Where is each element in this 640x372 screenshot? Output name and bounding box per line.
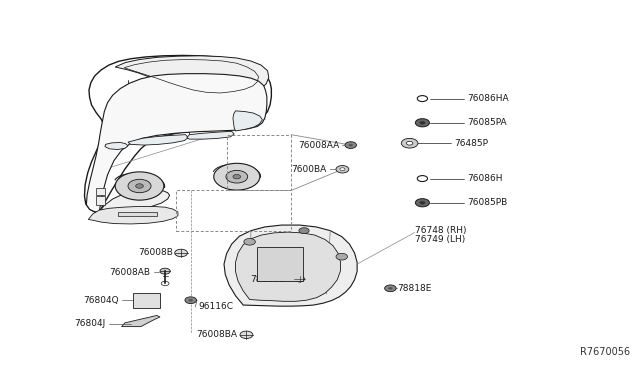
Polygon shape bbox=[88, 206, 178, 224]
Circle shape bbox=[420, 121, 425, 124]
Polygon shape bbox=[118, 212, 157, 216]
Polygon shape bbox=[224, 225, 357, 306]
Circle shape bbox=[415, 119, 429, 127]
Circle shape bbox=[401, 138, 418, 148]
Polygon shape bbox=[84, 55, 271, 212]
Text: R7670056: R7670056 bbox=[580, 347, 630, 357]
Circle shape bbox=[226, 170, 248, 183]
Polygon shape bbox=[122, 315, 160, 327]
Text: 96116C: 96116C bbox=[198, 302, 234, 311]
Circle shape bbox=[115, 172, 164, 200]
Circle shape bbox=[406, 141, 413, 145]
Circle shape bbox=[417, 96, 428, 102]
Circle shape bbox=[244, 238, 255, 245]
Circle shape bbox=[185, 297, 196, 304]
Circle shape bbox=[417, 176, 428, 182]
Polygon shape bbox=[236, 232, 340, 301]
Text: 76008AA: 76008AA bbox=[298, 141, 339, 150]
Circle shape bbox=[240, 331, 253, 339]
Circle shape bbox=[345, 142, 356, 148]
FancyBboxPatch shape bbox=[133, 293, 160, 308]
Text: 76086HA: 76086HA bbox=[467, 94, 509, 103]
Text: 76085PA: 76085PA bbox=[467, 118, 507, 127]
Circle shape bbox=[233, 174, 241, 179]
FancyBboxPatch shape bbox=[96, 188, 105, 195]
Circle shape bbox=[388, 287, 392, 289]
Text: 76804Q: 76804Q bbox=[83, 296, 118, 305]
Circle shape bbox=[349, 144, 353, 146]
Text: 78818EA: 78818EA bbox=[251, 275, 291, 283]
Polygon shape bbox=[115, 56, 269, 94]
Text: 76749 (LH): 76749 (LH) bbox=[415, 235, 465, 244]
Circle shape bbox=[189, 299, 193, 301]
Circle shape bbox=[420, 201, 425, 204]
Polygon shape bbox=[233, 111, 262, 131]
Circle shape bbox=[336, 253, 348, 260]
Text: 76748 (RH): 76748 (RH) bbox=[415, 226, 466, 235]
Circle shape bbox=[415, 199, 429, 207]
Polygon shape bbox=[105, 142, 128, 150]
Text: 76008AB: 76008AB bbox=[109, 268, 150, 277]
Circle shape bbox=[136, 184, 143, 188]
Circle shape bbox=[175, 249, 188, 257]
Circle shape bbox=[214, 163, 260, 190]
Text: 76008BA: 76008BA bbox=[196, 330, 237, 339]
Circle shape bbox=[385, 285, 396, 292]
Circle shape bbox=[294, 276, 305, 282]
Polygon shape bbox=[128, 135, 188, 145]
Text: 76008B: 76008B bbox=[138, 248, 173, 257]
Circle shape bbox=[299, 228, 309, 234]
Text: 76804J: 76804J bbox=[74, 319, 106, 328]
FancyBboxPatch shape bbox=[96, 196, 105, 205]
Circle shape bbox=[340, 168, 345, 171]
Polygon shape bbox=[86, 74, 267, 212]
Polygon shape bbox=[99, 190, 170, 212]
Text: 76485P: 76485P bbox=[454, 139, 488, 148]
Polygon shape bbox=[187, 131, 234, 139]
Text: 76085PB: 76085PB bbox=[467, 198, 508, 207]
Text: 76086H: 76086H bbox=[467, 174, 502, 183]
Circle shape bbox=[161, 281, 169, 286]
Circle shape bbox=[336, 166, 349, 173]
Circle shape bbox=[160, 268, 170, 274]
Circle shape bbox=[128, 179, 151, 193]
Text: 7600BA: 7600BA bbox=[291, 165, 326, 174]
FancyBboxPatch shape bbox=[257, 247, 303, 281]
Text: 78818E: 78818E bbox=[397, 284, 431, 293]
